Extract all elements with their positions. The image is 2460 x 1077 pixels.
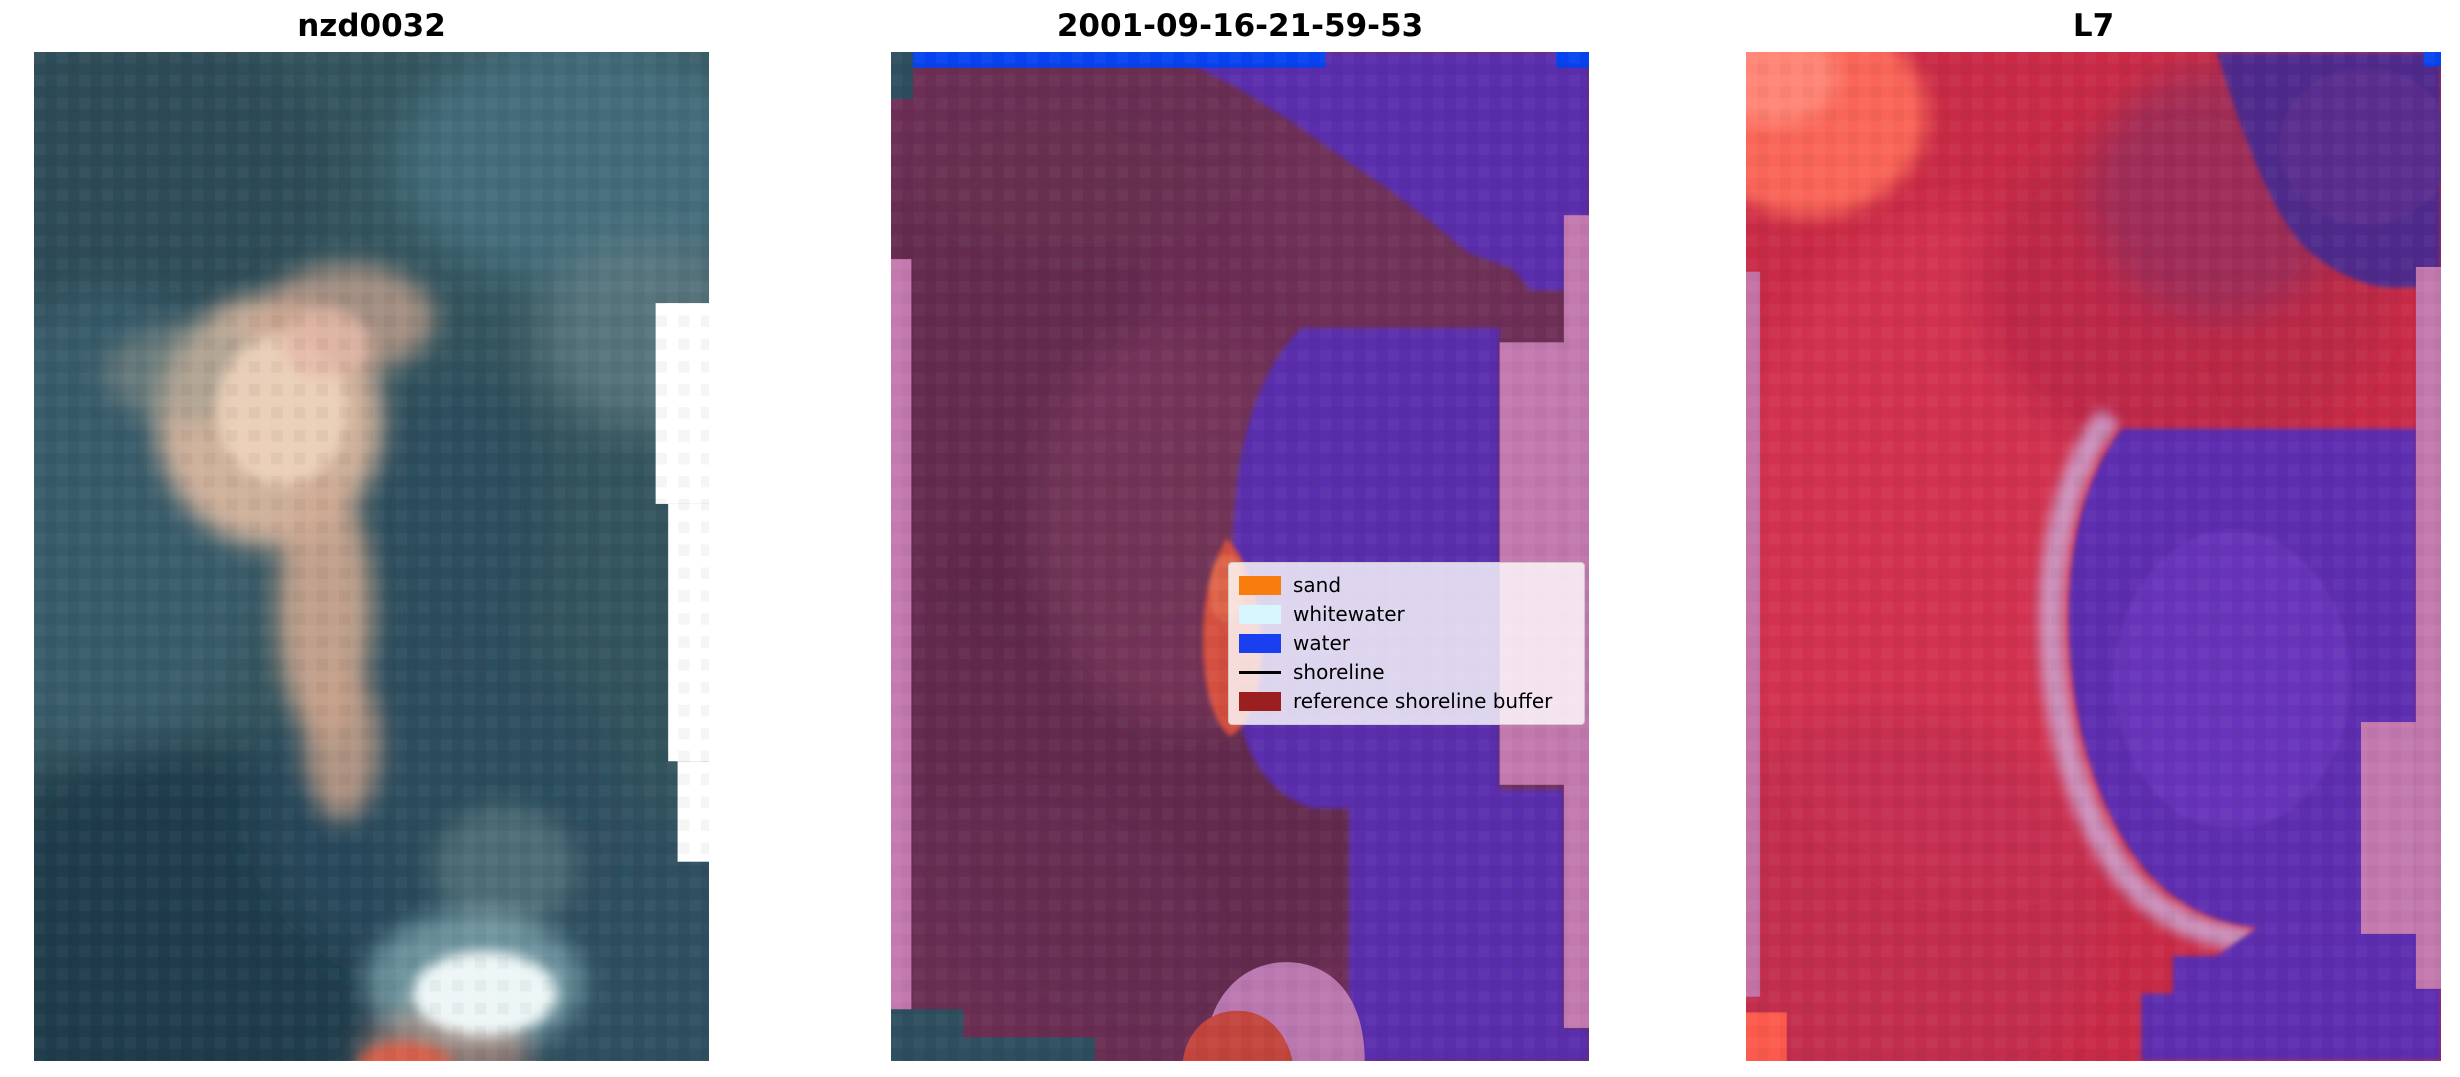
legend-label: whitewater — [1293, 602, 1405, 626]
legend-label: sand — [1293, 573, 1342, 597]
legend-label: reference shoreline buffer — [1293, 689, 1553, 713]
legend-item-sand: sand — [1239, 571, 1574, 600]
panel-title: L7 — [2072, 8, 2115, 44]
legend-swatch-reference-buffer — [1239, 692, 1281, 711]
legend-swatch-whitewater — [1239, 605, 1281, 624]
classified-image-svg — [891, 52, 1589, 1061]
legend-item-shoreline: shoreline — [1239, 658, 1574, 687]
panel-l7: L7 — [1746, 0, 2441, 1077]
satellite-rgb-image-svg — [34, 52, 709, 1061]
legend-swatch-water — [1239, 634, 1281, 653]
legend-item-reference-shoreline-buffer: reference shoreline buffer — [1239, 687, 1574, 716]
panel-title: nzd0032 — [297, 8, 446, 44]
legend: sand whitewater water shoreline referenc… — [1228, 562, 1585, 725]
legend-item-whitewater: whitewater — [1239, 600, 1574, 629]
classified-image: sand whitewater water shoreline referenc… — [891, 52, 1589, 1061]
panel-nzd0032: nzd0032 — [34, 0, 709, 1077]
legend-label: water — [1293, 631, 1350, 655]
legend-swatch-sand — [1239, 576, 1281, 595]
l7-classified-image — [1746, 52, 2441, 1061]
satellite-rgb-image — [34, 52, 709, 1061]
l7-classified-image-svg — [1746, 52, 2441, 1061]
panel-title: 2001-09-16-21-59-53 — [1056, 8, 1424, 44]
legend-item-water: water — [1239, 629, 1574, 658]
legend-label: shoreline — [1293, 660, 1385, 684]
panel-classified-date: 2001-09-16-21-59-53 — [891, 0, 1589, 1077]
legend-swatch-shoreline-line — [1239, 671, 1281, 674]
